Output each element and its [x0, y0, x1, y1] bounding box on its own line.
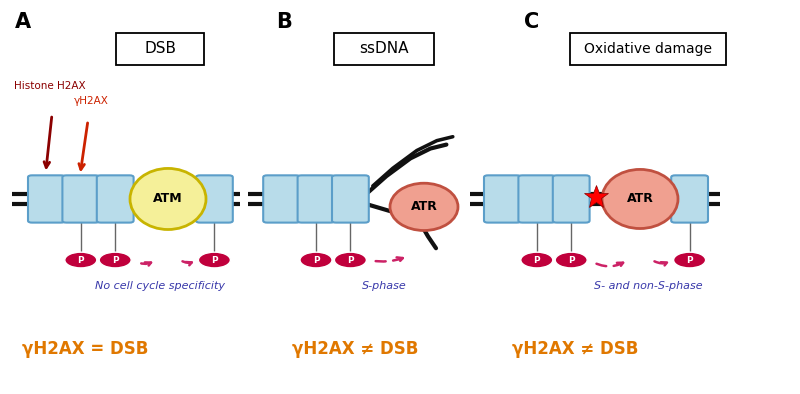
Text: P: P: [568, 256, 574, 264]
Text: P: P: [78, 256, 84, 264]
Text: P: P: [211, 256, 218, 264]
Circle shape: [99, 252, 131, 268]
Text: P: P: [686, 256, 693, 264]
Text: γH2AX ≠ DSB: γH2AX ≠ DSB: [512, 340, 638, 358]
FancyBboxPatch shape: [298, 175, 334, 223]
FancyBboxPatch shape: [570, 33, 726, 65]
Circle shape: [300, 252, 332, 268]
Text: Oxidative damage: Oxidative damage: [584, 42, 712, 56]
FancyBboxPatch shape: [671, 175, 708, 223]
Text: γH2AX = DSB: γH2AX = DSB: [22, 340, 149, 358]
Text: P: P: [347, 256, 354, 264]
FancyBboxPatch shape: [334, 33, 434, 65]
FancyBboxPatch shape: [196, 175, 233, 223]
Circle shape: [521, 252, 553, 268]
Text: γH2AX: γH2AX: [74, 97, 109, 106]
Circle shape: [555, 252, 587, 268]
Text: P: P: [313, 256, 319, 264]
Text: DSB: DSB: [144, 41, 176, 56]
FancyBboxPatch shape: [97, 175, 134, 223]
Text: P: P: [112, 256, 118, 264]
Text: P: P: [534, 256, 540, 264]
FancyBboxPatch shape: [62, 175, 99, 223]
Circle shape: [65, 252, 97, 268]
Text: C: C: [524, 12, 539, 32]
Text: ssDNA: ssDNA: [359, 41, 409, 56]
FancyBboxPatch shape: [484, 175, 521, 223]
Text: Histone H2AX: Histone H2AX: [14, 81, 86, 91]
Ellipse shape: [130, 169, 206, 229]
FancyBboxPatch shape: [263, 175, 300, 223]
FancyBboxPatch shape: [116, 33, 204, 65]
Circle shape: [334, 252, 366, 268]
Ellipse shape: [602, 169, 678, 229]
FancyBboxPatch shape: [518, 175, 555, 223]
Text: γH2AX ≠ DSB: γH2AX ≠ DSB: [292, 340, 418, 358]
Circle shape: [674, 252, 706, 268]
Text: No cell cycle specificity: No cell cycle specificity: [95, 281, 225, 291]
Text: S-phase: S-phase: [362, 281, 406, 291]
Text: ATR: ATR: [626, 193, 654, 205]
Ellipse shape: [390, 183, 458, 230]
FancyBboxPatch shape: [332, 175, 369, 223]
Text: S- and non-S-phase: S- and non-S-phase: [594, 281, 702, 291]
Text: A: A: [14, 12, 30, 32]
Text: B: B: [276, 12, 292, 32]
Text: ATM: ATM: [153, 193, 183, 205]
Circle shape: [198, 252, 230, 268]
FancyBboxPatch shape: [28, 175, 65, 223]
FancyBboxPatch shape: [553, 175, 590, 223]
Text: ATR: ATR: [410, 201, 438, 213]
